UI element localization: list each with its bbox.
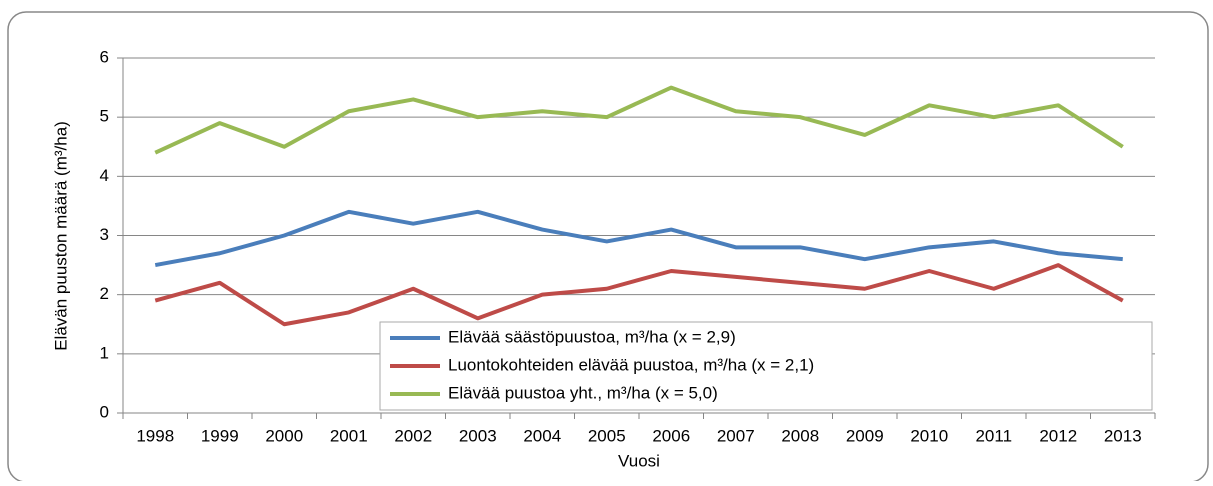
x-tick-label: 2007 (717, 426, 755, 445)
series-line (154, 263, 1124, 327)
series-line (154, 209, 1123, 268)
legend-label: Elävää puustoa yht., m³/ha (x = 5,0) (448, 383, 718, 402)
x-tick-label: 2006 (652, 426, 690, 445)
x-tick-label: 2011 (975, 426, 1012, 445)
y-axis-label: Elävän puuston määrä (m³/ha) (51, 121, 70, 351)
y-tick-label: 3 (100, 225, 109, 244)
x-tick-label: 2003 (459, 426, 497, 445)
x-tick-label: 2009 (846, 426, 884, 445)
x-tick-label: 2008 (781, 426, 819, 445)
x-tick-label: 2000 (265, 426, 303, 445)
y-tick-label: 5 (100, 107, 109, 126)
x-tick-label: 2005 (588, 426, 626, 445)
x-tick-label: 1999 (201, 426, 239, 445)
y-tick-label: 1 (100, 343, 109, 362)
y-tick-label: 0 (100, 402, 109, 421)
x-tick-label: 2002 (394, 426, 432, 445)
legend-box (379, 321, 1153, 411)
y-tick-label: 2 (100, 284, 109, 303)
x-tick-label: 2010 (910, 426, 948, 445)
x-tick-label: 2004 (523, 426, 561, 445)
series-line (154, 85, 1124, 155)
x-tick-label: 2001 (330, 426, 368, 445)
x-axis-label: Vuosi (618, 451, 660, 470)
legend-label: Luontokohteiden elävää puustoa, m³/ha (x… (448, 355, 814, 374)
legend-label: Elävää säästöpuustoa, m³/ha (x = 2,9) (448, 327, 736, 346)
x-tick-label: 1998 (136, 426, 174, 445)
y-tick-label: 6 (100, 47, 109, 66)
y-tick-label: 4 (100, 166, 109, 185)
x-tick-label: 2012 (1039, 426, 1077, 445)
x-tick-label: 2013 (1104, 426, 1142, 445)
